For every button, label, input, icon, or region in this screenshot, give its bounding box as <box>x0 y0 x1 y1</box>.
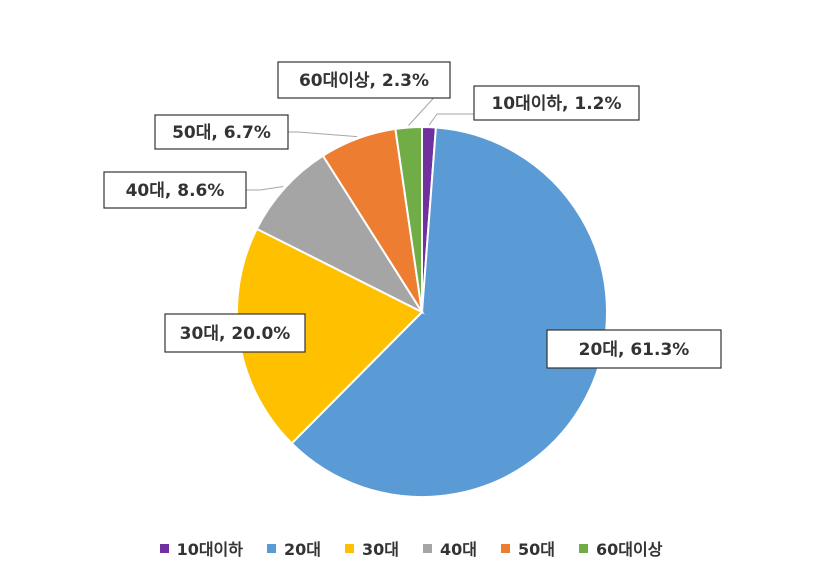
legend-item-60s: 60대이상 <box>579 536 662 560</box>
legend-swatch-10s <box>159 543 169 553</box>
legend-label-20s: 20대 <box>284 540 321 559</box>
data-label-30s: 30대, 20.0% <box>164 313 306 353</box>
legend-item-50s: 50대 <box>501 536 555 560</box>
legend-item-30s: 30대 <box>345 536 399 560</box>
legend-item-40s: 40대 <box>423 536 477 560</box>
leader-line-40s <box>246 185 284 191</box>
data-label-20s: 20대, 61.3% <box>546 329 722 369</box>
legend-label-50s: 50대 <box>518 540 555 559</box>
legend-label-40s: 40대 <box>440 540 477 559</box>
data-label-text-60s: 60대이상, 2.3% <box>299 71 429 91</box>
legend-label-10s: 10대이하 <box>176 540 243 559</box>
data-label-text-40s: 40대, 8.6% <box>126 181 225 201</box>
chart-legend: 10대이하 20대 30대 40대 50대 60대이상 <box>0 536 822 560</box>
data-label-box-20s <box>546 329 722 369</box>
data-label-text-10s: 10대이하, 1.2% <box>491 94 621 114</box>
data-label-60s: 60대이상, 2.3% <box>277 61 451 99</box>
data-label-40s: 40대, 8.6% <box>103 171 247 209</box>
legend-swatch-20s <box>267 543 276 553</box>
legend-swatch-60s <box>579 543 588 553</box>
data-label-50s: 50대, 6.7% <box>154 114 289 150</box>
data-label-10s: 10대이하, 1.2% <box>473 85 640 121</box>
data-label-box-60s <box>277 61 451 99</box>
data-label-box-50s <box>154 114 289 150</box>
data-label-text-20s: 20대, 61.3% <box>579 340 690 360</box>
leader-line-10s <box>428 113 474 126</box>
data-label-box-30s <box>164 313 306 353</box>
legend-swatch-50s <box>501 543 510 553</box>
data-label-text-50s: 50대, 6.7% <box>172 123 271 143</box>
legend-swatch-30s <box>345 543 354 553</box>
legend-label-30s: 30대 <box>362 540 399 559</box>
pie-slice-20s <box>290 126 608 498</box>
data-label-box-40s <box>103 171 247 209</box>
legend-label-60s: 60대이상 <box>596 540 663 559</box>
legend-item-10s: 10대이하 <box>159 536 243 560</box>
legend-swatch-40s <box>423 543 432 553</box>
pie-chart-canvas: 10대이하, 1.2% 20대, 61.3% 30대, 20.0% 40대, 8.6%… <box>103 61 722 498</box>
leader-line-50s <box>288 131 358 138</box>
legend-item-20s: 20대 <box>267 536 321 560</box>
pie-slice-60s <box>394 125 423 313</box>
data-label-text-30s: 30대, 20.0% <box>180 324 291 344</box>
data-label-box-10s <box>473 85 640 121</box>
pie-slice-40s <box>255 154 425 315</box>
